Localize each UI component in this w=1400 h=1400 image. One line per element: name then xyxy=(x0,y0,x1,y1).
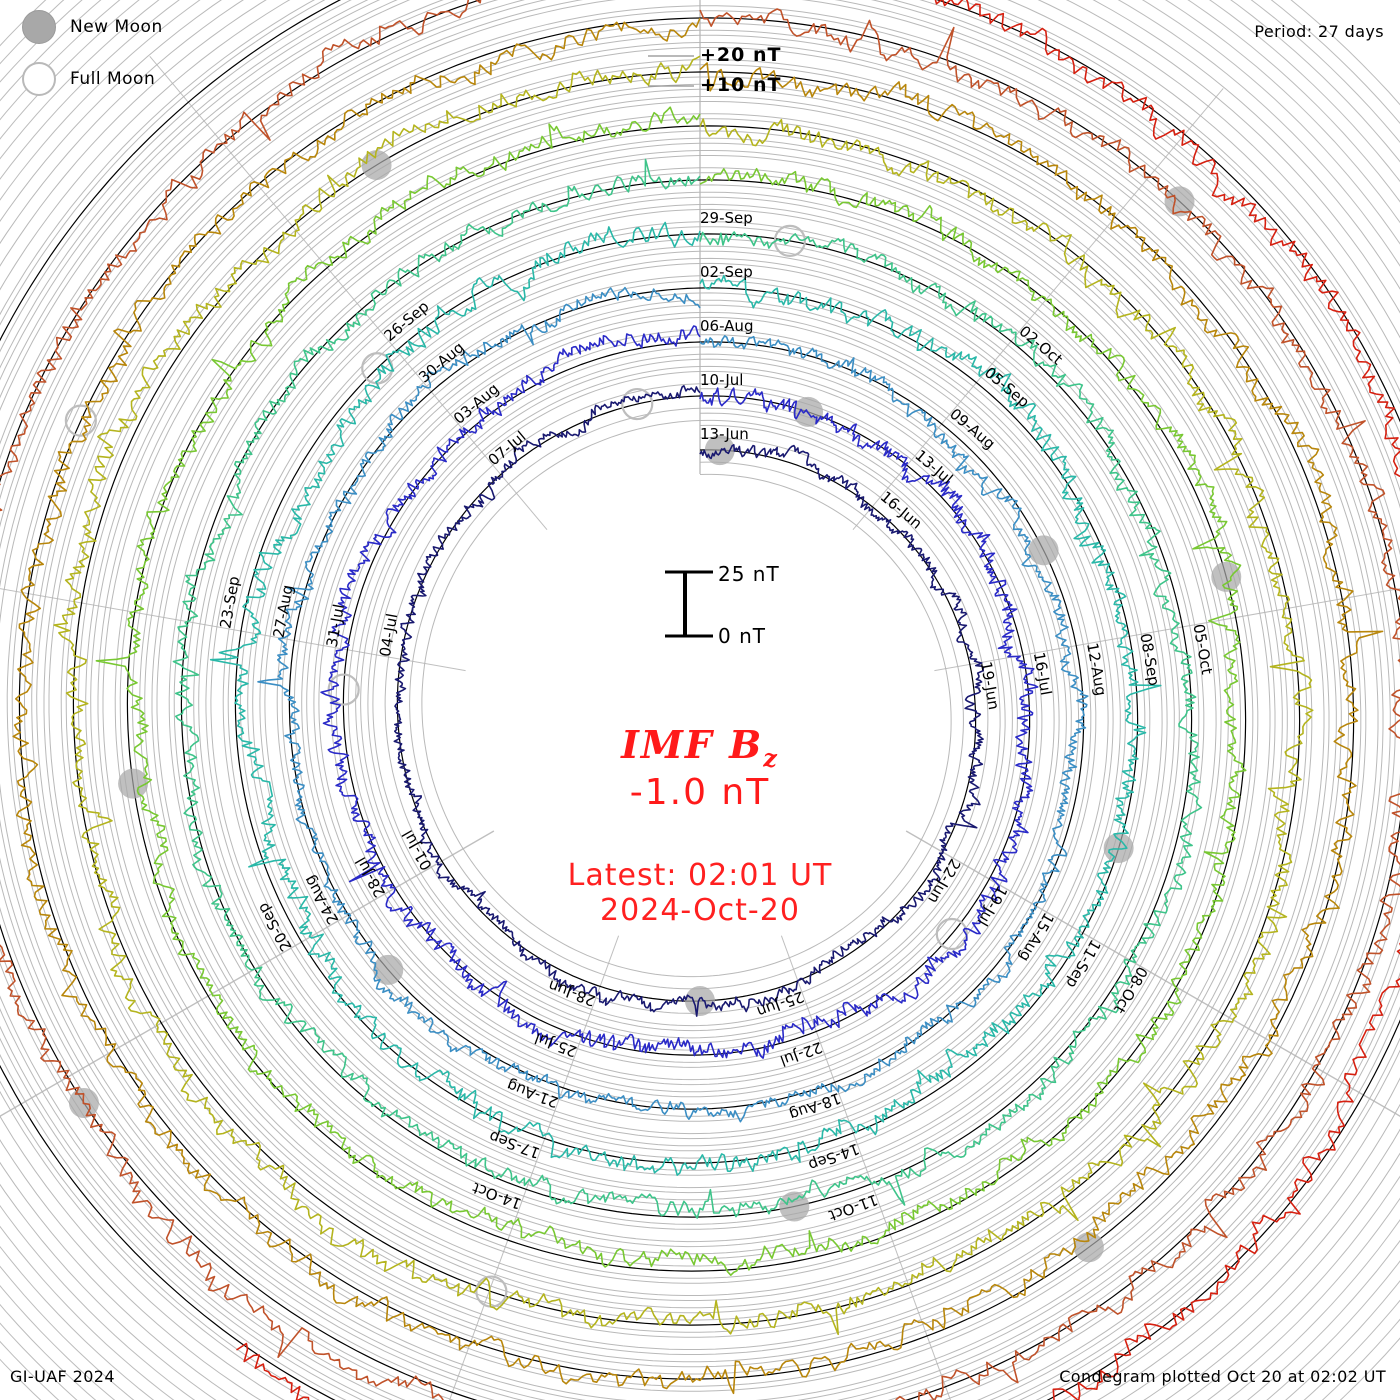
new-moon-marker xyxy=(704,435,735,466)
full-moon-icon xyxy=(22,62,56,96)
moon-markers-group xyxy=(64,150,1242,1308)
legend-label-full-moon: Full Moon xyxy=(70,69,156,89)
new-moon-icon xyxy=(22,10,56,44)
spiral-date-label: 05-Sep xyxy=(981,363,1033,411)
new-moon-marker xyxy=(1211,561,1242,592)
spiral-date-label: 13-Jun xyxy=(700,425,749,443)
period-label: Period: 27 days xyxy=(1254,22,1384,41)
data-trace xyxy=(172,158,1203,1219)
data-trace xyxy=(257,286,1089,1123)
spiral-date-label: 19-Jun xyxy=(977,660,1003,711)
spiral-date-label: 11-Sep xyxy=(1062,937,1104,992)
new-moon-marker xyxy=(1028,535,1059,566)
data-trace xyxy=(95,106,1247,1276)
new-moon-marker xyxy=(373,954,404,985)
data-trace xyxy=(320,325,1039,1059)
spiral-date-label: 06-Aug xyxy=(700,317,753,335)
spiral-date-label: 15-Aug xyxy=(1015,910,1057,965)
full-moon-marker xyxy=(621,387,654,421)
new-moon-marker xyxy=(779,1191,810,1222)
new-moon-marker xyxy=(118,768,149,799)
data-trace xyxy=(209,221,1162,1176)
new-moon-marker xyxy=(1073,1232,1104,1263)
data-trace xyxy=(53,55,1314,1336)
spiral-date-label: 02-Sep xyxy=(700,263,753,281)
spiral-date-label: 04-Jul xyxy=(376,612,401,658)
new-moon-marker xyxy=(685,986,715,1016)
new-moon-marker xyxy=(1164,186,1195,217)
baseline-spiral xyxy=(180,179,1193,1218)
legend-item-full-moon: Full Moon xyxy=(22,62,155,96)
legend-item-new-moon: New Moon xyxy=(22,10,163,44)
data-trace xyxy=(393,385,985,1017)
spiral-date-label: 19-Jul xyxy=(974,882,1011,929)
spiral-date-label: 17-Sep xyxy=(487,1127,543,1162)
spiral-date-label: 28-Jun xyxy=(546,976,598,1010)
baseline-spiral xyxy=(234,233,1139,1164)
spiral-date-label: 01-Jul xyxy=(399,827,436,874)
legend-label-new-moon: New Moon xyxy=(70,17,163,37)
baseline-spiral xyxy=(288,287,1085,1110)
data-trace xyxy=(236,0,1400,1400)
spiral-date-label: 11-Oct xyxy=(826,1190,880,1224)
spiral-date-label: 16-Jun xyxy=(877,488,926,533)
radial-label-plus10: +10 nT xyxy=(700,74,782,96)
spiral-date-label: 08-Oct xyxy=(1110,963,1151,1016)
spiral-date-label: 16-Jul xyxy=(1030,651,1055,697)
spiral-date-label: 22-Jul xyxy=(778,1038,825,1070)
spiral-date-label: 29-Sep xyxy=(700,209,753,227)
spiral-date-label: 10-Jul xyxy=(700,371,743,389)
spiral-date-label: 31-Jul xyxy=(323,603,348,649)
spiral-date-label: 14-Sep xyxy=(806,1140,862,1175)
radial-label-plus20: +20 nT xyxy=(700,44,782,66)
baseline-spiral xyxy=(18,17,1355,1380)
full-moon-marker xyxy=(64,404,97,437)
credit-label: GI-UAF 2024 xyxy=(10,1367,115,1386)
data-trace xyxy=(12,17,1384,1395)
scale-bar-group xyxy=(665,570,713,638)
spiral-date-label: 14-Oct xyxy=(470,1179,524,1213)
new-moon-marker xyxy=(361,150,392,181)
plotted-timestamp-label: Condegram plotted Oct 20 at 02:02 UT xyxy=(1059,1367,1386,1386)
new-moon-marker xyxy=(1103,833,1134,864)
